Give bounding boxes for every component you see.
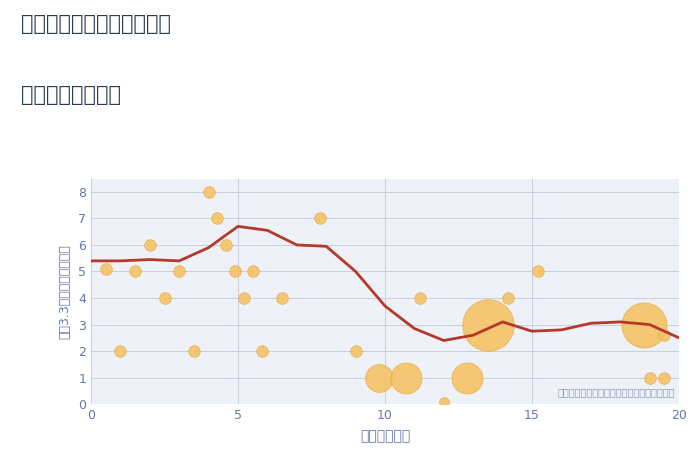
Point <box>644 374 655 382</box>
Point <box>256 347 267 355</box>
Point <box>247 268 258 275</box>
Point <box>414 294 426 302</box>
Text: 円の大きさは、取引のあった物件面積を示す: 円の大きさは、取引のあった物件面積を示す <box>557 388 675 398</box>
Point <box>482 321 493 329</box>
X-axis label: 駅距離（分）: 駅距離（分） <box>360 429 410 443</box>
Text: 岐阜県海津市海津町田中の: 岐阜県海津市海津町田中の <box>21 14 171 34</box>
Point <box>462 374 473 382</box>
Point <box>188 347 199 355</box>
Point <box>203 188 214 196</box>
Point <box>159 294 170 302</box>
Point <box>276 294 288 302</box>
Point <box>532 268 543 275</box>
Point <box>230 268 241 275</box>
Point <box>315 215 326 222</box>
Text: 駅距離別土地価格: 駅距離別土地価格 <box>21 85 121 105</box>
Point <box>400 374 411 382</box>
Point <box>659 374 670 382</box>
Point <box>238 294 249 302</box>
Point <box>638 321 650 329</box>
Point <box>374 374 385 382</box>
Point <box>438 398 449 406</box>
Y-axis label: 坪（3.3㎡）単価（万円）: 坪（3.3㎡）単価（万円） <box>58 244 71 339</box>
Point <box>220 241 232 249</box>
Point <box>350 347 361 355</box>
Point <box>100 265 111 273</box>
Point <box>174 268 185 275</box>
Point <box>212 215 223 222</box>
Point <box>130 268 141 275</box>
Point <box>144 241 155 249</box>
Point <box>503 294 514 302</box>
Point <box>115 347 126 355</box>
Point <box>659 331 670 339</box>
